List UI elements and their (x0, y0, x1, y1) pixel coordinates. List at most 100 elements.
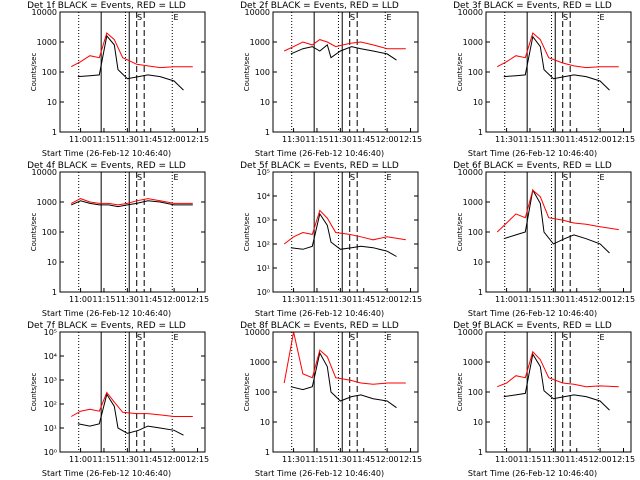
plot-frame (59, 171, 206, 293)
x-tick-label: 12:00 (376, 455, 399, 464)
x-tick-label: 12:00 (163, 455, 186, 464)
y-tick-label: 10² (44, 400, 57, 409)
x-tick-label: 11:15 (92, 295, 115, 304)
series-line-events (503, 352, 610, 411)
detector-panel: Det 6f BLACK = Events, RED = LLD S E 1 10 100… (426, 160, 639, 320)
y-tick-label: 100 (468, 228, 483, 237)
x-tick-label: 11:30 (542, 135, 565, 144)
y-tick-label: 10000 (458, 328, 483, 337)
x-tick-label: 11:15 (92, 135, 115, 144)
series-line-lld (497, 350, 619, 388)
marker-glyph: E (599, 173, 604, 182)
y-tick-label: 10000 (32, 8, 57, 17)
x-axis-label: Start Time (26-Feb-12 10:46:40) (41, 149, 172, 158)
marker-glyph: S (137, 333, 142, 342)
series-line-events (503, 35, 610, 91)
x-axis-label: Start Time (26-Feb-12 10:46:40) (467, 309, 598, 318)
y-tick-label: 1 (52, 128, 57, 137)
x-tick-label: 11:45 (565, 135, 588, 144)
y-axis-label: Counts/sec (30, 373, 38, 412)
x-tick-label: 11:15 (518, 135, 541, 144)
x-axis-label: Start Time (26-Feb-12 10:46:40) (254, 469, 385, 478)
y-tick-label: 1000 (463, 358, 483, 367)
marker-glyph: S (137, 173, 142, 182)
marker-glyph: E (386, 333, 391, 342)
series-line-events (290, 351, 397, 409)
x-tick-label: 11:45 (352, 135, 375, 144)
chart-svg: S E 10⁰ 10¹ 10² 10³ 10⁴ 10⁵ 11:00 11:15 11:30 11:45… (30, 328, 209, 464)
y-tick-label: 10 (473, 418, 483, 427)
x-tick-label: 12:00 (163, 135, 186, 144)
series-line-events (290, 44, 397, 61)
detector-panel: Det 3f BLACK = Events, RED = LLD S E 1 10 100… (426, 0, 639, 160)
x-tick-label: 11:30 (282, 295, 305, 304)
y-tick-label: 10⁴ (44, 352, 57, 361)
marker-glyph: E (599, 13, 604, 22)
series-line-events (77, 393, 184, 436)
x-tick-label: 11:30 (116, 295, 139, 304)
x-tick-label: 12:15 (186, 455, 209, 464)
x-axis-label: Start Time (26-Feb-12 10:46:40) (41, 469, 172, 478)
y-axis-label: Counts/sec (243, 373, 251, 412)
chart-title: Det 9f BLACK = Events, RED = LLD (453, 321, 612, 331)
x-axis-label: Start Time (26-Feb-12 10:46:40) (41, 309, 172, 318)
marker-glyph: E (386, 13, 391, 22)
y-tick-label: 1000 (463, 198, 483, 207)
x-tick-label: 11:00 (69, 455, 92, 464)
x-tick-label: 12:15 (399, 135, 422, 144)
y-axis-label: Counts/sec (243, 53, 251, 92)
marker-glyph: S (350, 13, 355, 22)
x-tick-label: 12:15 (186, 135, 209, 144)
marker-glyph: S (563, 13, 568, 22)
y-tick-label: 10⁵ (257, 168, 270, 177)
y-tick-label: 10³ (44, 376, 57, 385)
x-tick-label: 11:00 (495, 295, 518, 304)
y-tick-label: 1 (52, 288, 57, 297)
y-axis-label: Counts/sec (456, 373, 464, 412)
plot-frame (485, 11, 632, 133)
x-tick-label: 11:45 (352, 295, 375, 304)
y-tick-label: 10 (260, 418, 270, 427)
y-axis-label: Counts/sec (30, 53, 38, 92)
marker-glyph: E (173, 13, 178, 22)
x-tick-label: 11:15 (305, 455, 328, 464)
x-tick-label: 11:15 (305, 135, 328, 144)
y-tick-label: 10 (473, 258, 483, 267)
x-tick-label: 11:00 (69, 295, 92, 304)
y-tick-label: 1 (478, 448, 483, 457)
y-tick-label: 10¹ (257, 264, 270, 273)
series-line-lld (70, 391, 193, 417)
series-line-lld (283, 331, 406, 385)
y-axis-label: Counts/sec (456, 53, 464, 92)
x-tick-label: 11:45 (139, 455, 162, 464)
y-tick-label: 10⁰ (257, 288, 270, 297)
plot-frame (272, 171, 419, 293)
y-tick-label: 100 (42, 68, 57, 77)
series-line-lld (70, 198, 193, 206)
x-axis-label: Start Time (26-Feb-12 10:46:40) (254, 149, 385, 158)
y-tick-label: 10⁵ (44, 328, 57, 337)
y-tick-label: 1000 (250, 358, 270, 367)
detector-panel: Det 2f BLACK = Events, RED = LLD S E 1 10 100… (213, 0, 426, 160)
series-line-lld (496, 32, 619, 69)
x-tick-label: 11:30 (116, 455, 139, 464)
x-tick-label: 11:45 (352, 455, 375, 464)
y-tick-label: 1000 (37, 198, 57, 207)
y-tick-label: 10000 (458, 8, 483, 17)
x-tick-label: 11:15 (518, 295, 541, 304)
chart-title: Det 6f BLACK = Events, RED = LLD (453, 161, 612, 171)
x-tick-label: 12:00 (376, 295, 399, 304)
marker-glyph: E (173, 333, 178, 342)
y-axis-label: Counts/sec (456, 213, 464, 252)
x-tick-label: 11:15 (305, 295, 328, 304)
y-tick-label: 1 (265, 448, 270, 457)
y-tick-label: 100 (468, 388, 483, 397)
y-tick-label: 1000 (250, 38, 270, 47)
y-tick-label: 10¹ (44, 424, 57, 433)
chart-title: Det 5f BLACK = Events, RED = LLD (240, 161, 399, 171)
x-axis-label: Start Time (26-Feb-12 10:46:40) (254, 309, 385, 318)
y-tick-label: 1 (265, 128, 270, 137)
